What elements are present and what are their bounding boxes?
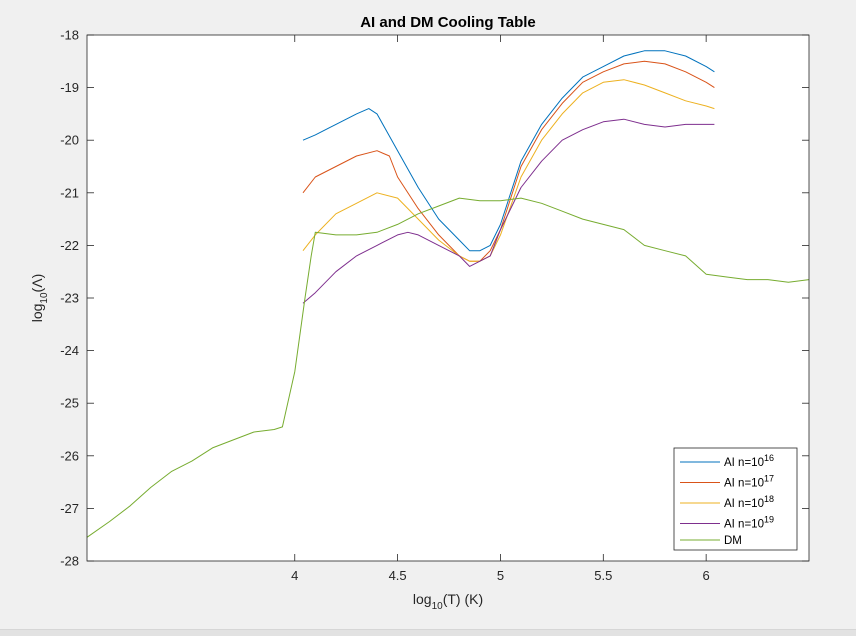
x-tick-label: 5 [497, 568, 504, 583]
x-axis-label-subscript: 10 [432, 601, 444, 612]
legend-entry-exponent: 17 [764, 474, 774, 484]
legend-entry-ai-n-1019: AI n=1019 [724, 515, 774, 531]
series-line-ai-n-1019 [302, 118, 715, 304]
x-axis-label-rest: (T) (K) [443, 591, 483, 607]
legend-entry-text: AI n=10 [724, 457, 764, 469]
legend-entry-ai-n-1017: AI n=1017 [724, 474, 774, 490]
chart-title: AI and DM Cooling Table [360, 14, 536, 31]
legend-entry-text: AI n=10 [724, 478, 764, 490]
y-axis-label-rest: (Λ) [29, 274, 45, 293]
x-tick-label: 6 [703, 568, 710, 583]
legend-entry-dm: DM [724, 535, 742, 547]
legend-entry-text: AI n=10 [724, 519, 764, 531]
y-tick-label: -26 [60, 448, 79, 463]
y-tick-label: -23 [60, 291, 79, 306]
series-line-dm [86, 197, 810, 538]
series-layer [86, 50, 810, 538]
y-tick-label: -25 [60, 396, 79, 411]
legend-entry-text: DM [724, 535, 742, 547]
x-axis-label-base: log [413, 591, 432, 607]
y-axis-label-subscript: 10 [39, 292, 50, 304]
legend-entry-exponent: 19 [764, 515, 774, 525]
legend-entry-exponent: 16 [764, 453, 774, 463]
series-line-ai-n-1016 [302, 50, 715, 252]
y-axis-label-base: log [29, 304, 45, 323]
x-tick-label: 4.5 [389, 568, 407, 583]
legend-box [673, 447, 798, 551]
y-tick-label: -21 [60, 185, 79, 200]
y-tick-label: -18 [60, 28, 79, 43]
y-tick-label: -20 [60, 133, 79, 148]
y-tick-label: -19 [60, 80, 79, 95]
y-tick-label: -24 [60, 343, 79, 358]
legend-entry-ai-n-1018: AI n=1018 [724, 494, 774, 510]
x-tick-label: 4 [291, 568, 298, 583]
y-axis-label: log10(Λ) [29, 274, 50, 323]
y-tick-label: -28 [60, 554, 79, 569]
legend-entry-ai-n-1016: AI n=1016 [724, 453, 774, 469]
ticks-layer: 4 4.5 5 5.5 6 -18 -19 -20 -21 -22 -23 -24 -25 -26 -27 -… [60, 28, 809, 583]
legend-entry-text: AI n=10 [724, 498, 764, 510]
y-tick-label: -22 [60, 238, 79, 253]
x-tick-label: 5.5 [594, 568, 612, 583]
y-tick-label: -27 [60, 501, 79, 516]
x-axis-label: log10(T) (K) [413, 591, 483, 612]
legend-entry-exponent: 18 [764, 494, 774, 504]
window-bottom-strip [0, 629, 856, 636]
series-line-ai-n-1018 [302, 79, 715, 262]
series-line-ai-n-1017 [302, 60, 715, 262]
